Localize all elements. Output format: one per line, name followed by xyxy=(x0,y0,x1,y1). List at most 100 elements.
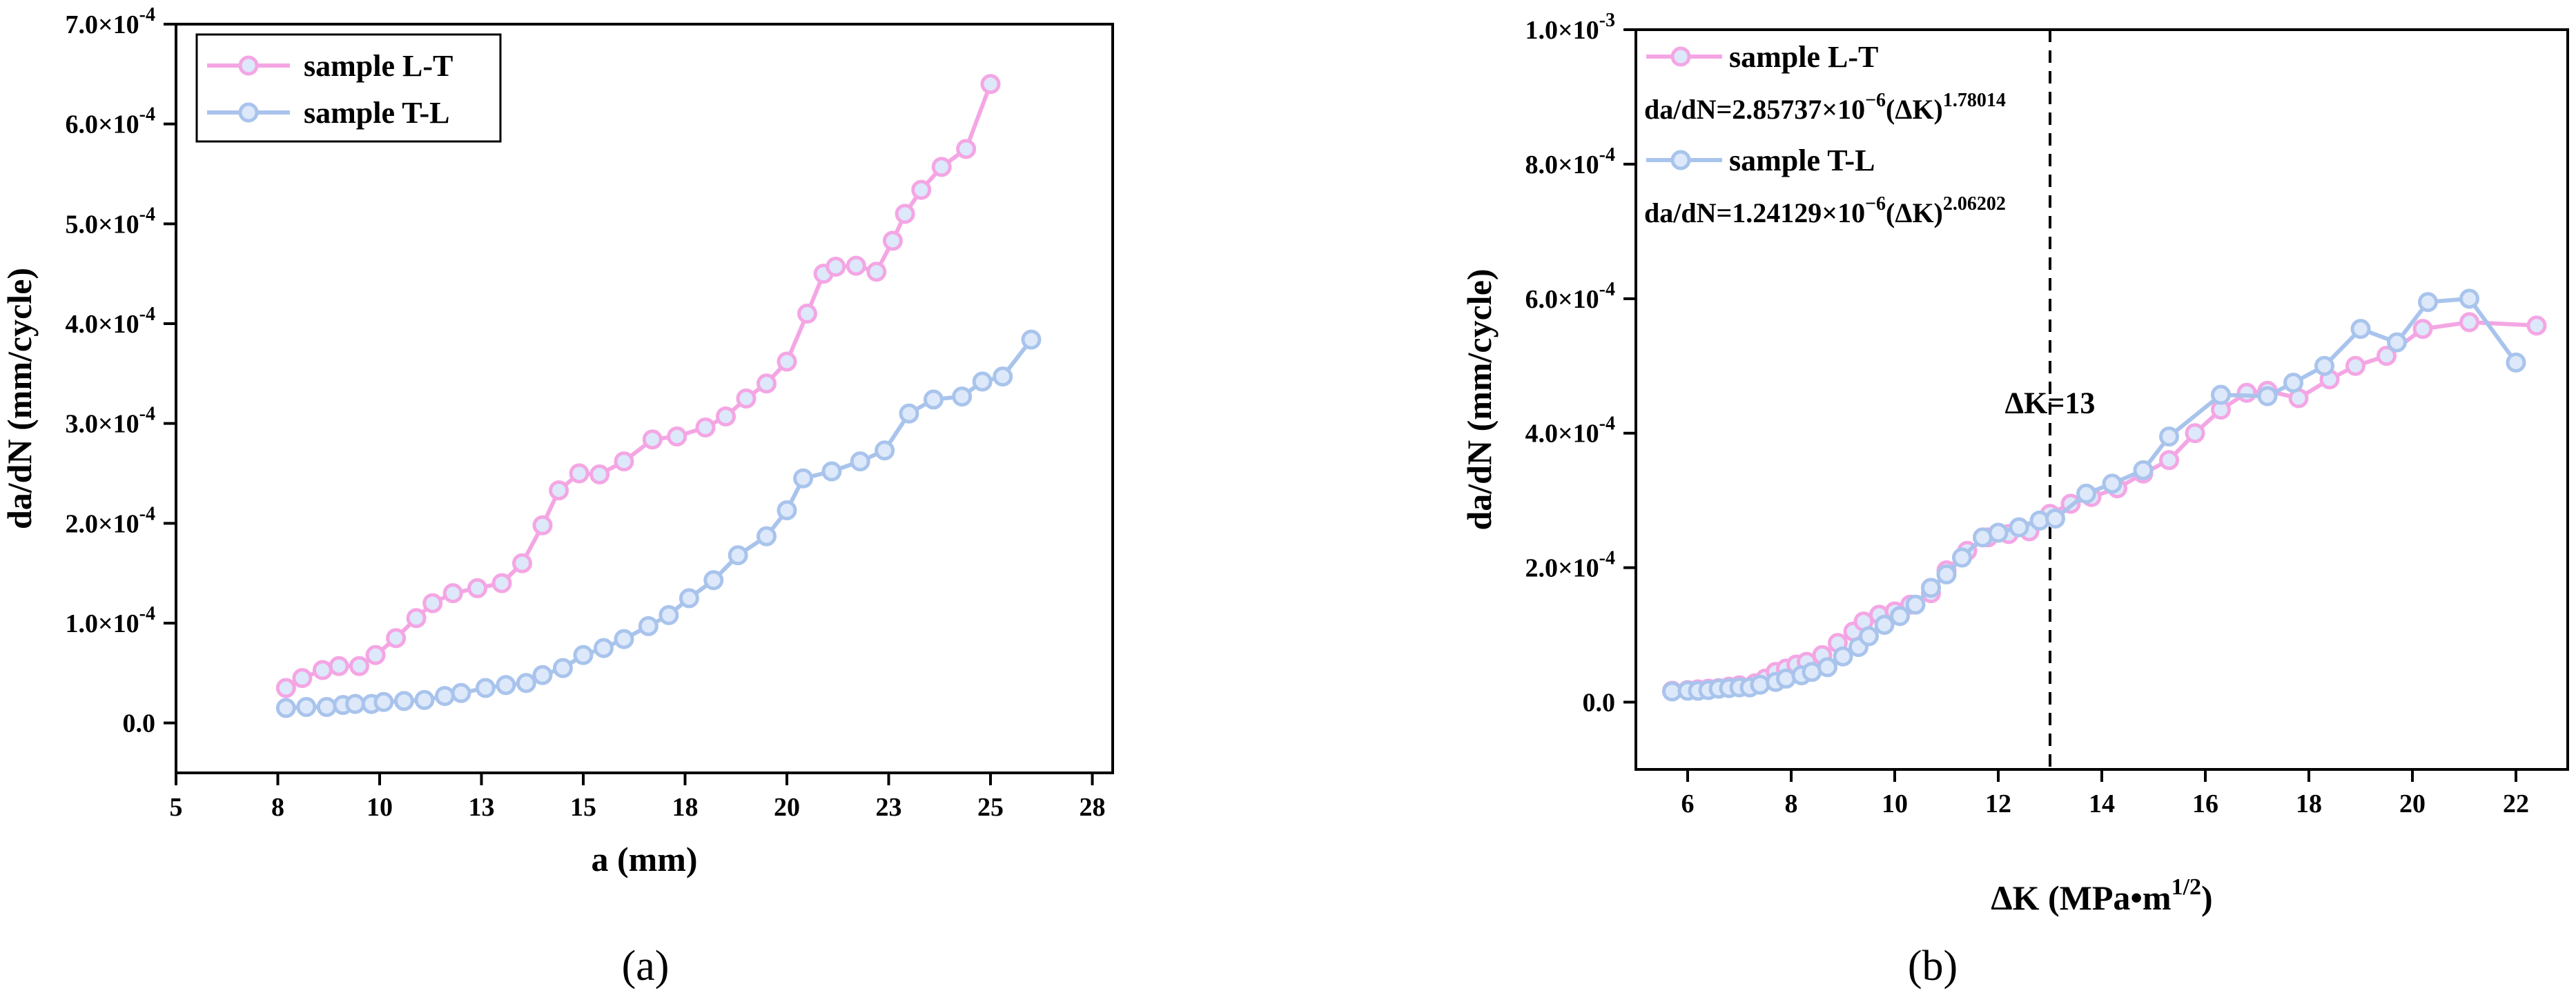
data-point xyxy=(728,545,748,566)
data-point xyxy=(2045,508,2065,529)
data-point xyxy=(496,675,516,696)
data-point xyxy=(1890,606,1910,627)
data-point xyxy=(2185,423,2205,444)
data-point xyxy=(292,668,313,689)
y-tick-label: 0.0 xyxy=(1583,689,1616,718)
data-point xyxy=(573,645,594,665)
data-point xyxy=(451,682,471,703)
data-point xyxy=(1952,547,1972,568)
y-tick-label: 8.0×10-4 xyxy=(1525,144,1615,179)
x-tick-label: 13 xyxy=(469,793,495,822)
y-tick-label: 1.0×10-4 xyxy=(66,603,155,638)
data-point xyxy=(1776,668,1796,689)
series-sample-t-l xyxy=(1662,288,2526,702)
data-point xyxy=(2526,315,2547,336)
panel-label: (a) xyxy=(622,943,670,990)
data-point xyxy=(614,629,634,649)
x-tick-label: 23 xyxy=(876,793,902,822)
data-point xyxy=(589,464,610,484)
data-point xyxy=(797,304,817,324)
data-point xyxy=(1936,564,1957,584)
data-point xyxy=(614,451,634,472)
data-point xyxy=(757,526,777,547)
data-point xyxy=(1817,657,1837,678)
data-point xyxy=(442,583,463,604)
x-tick-label: 16 xyxy=(2192,789,2218,818)
x-tick-label: 5 xyxy=(170,793,183,822)
data-point xyxy=(2387,332,2407,353)
data-point xyxy=(642,429,663,450)
y-axis-title: da/dN (mm/cycle) xyxy=(0,268,39,529)
x-tick-label: 8 xyxy=(271,793,284,822)
data-point xyxy=(275,678,296,698)
data-point xyxy=(532,515,553,535)
x-tick-label: 25 xyxy=(977,793,1004,822)
data-point xyxy=(316,697,337,718)
data-point xyxy=(569,463,589,484)
data-point xyxy=(793,468,814,489)
data-point xyxy=(1833,646,1853,667)
data-point xyxy=(821,461,842,482)
data-point xyxy=(895,204,915,224)
data-point xyxy=(695,417,716,437)
data-point xyxy=(2459,312,2479,333)
plot-frame xyxy=(175,23,1114,774)
data-point xyxy=(296,697,317,718)
data-point xyxy=(956,139,977,159)
data-point xyxy=(329,656,349,676)
y-axis-title: da/dN (mm/cycle) xyxy=(1460,268,1499,530)
data-point xyxy=(736,389,757,409)
data-point xyxy=(703,570,724,591)
data-point xyxy=(434,686,455,707)
data-point xyxy=(532,665,553,685)
y-tick-label: 2.0×10-4 xyxy=(66,503,155,538)
data-point xyxy=(393,691,414,711)
y-tick-label: 3.0×10-4 xyxy=(66,404,155,439)
data-point xyxy=(846,255,866,276)
data-point xyxy=(875,440,895,461)
y-tick-label: 5.0×10-4 xyxy=(66,204,155,239)
data-point xyxy=(777,500,797,521)
data-point xyxy=(512,553,532,573)
x-tick-label: 20 xyxy=(774,793,800,822)
data-point xyxy=(2076,483,2096,504)
x-tick-label: 10 xyxy=(367,793,393,822)
data-point xyxy=(275,698,296,718)
legend-label: sample T-L xyxy=(304,96,450,130)
y-tick-label: 0.0 xyxy=(123,709,156,738)
x-axis-title: a (mm) xyxy=(591,840,697,878)
data-point xyxy=(1021,329,1042,350)
data-point xyxy=(2159,426,2179,447)
x-tick-label: 14 xyxy=(2089,789,2115,818)
chart-panel-b: 6 8 10 12 14 16 18 20 22 0.0 2.0×10-4 4.0×10-4 6.0×1… xyxy=(1460,10,2569,990)
data-point xyxy=(2314,355,2334,376)
data-point xyxy=(2506,352,2526,373)
data-point xyxy=(2412,319,2433,340)
panel-label: (b) xyxy=(1908,943,1958,990)
data-point xyxy=(866,262,887,282)
data-point xyxy=(549,480,569,501)
legend: sample L-T da/dN=2.85737×10−6(ΔK)1.78014 s… xyxy=(1644,40,2006,228)
data-point xyxy=(658,604,679,625)
data-point xyxy=(2211,384,2231,405)
data-point xyxy=(594,638,614,658)
x-tick-label: 20 xyxy=(2399,789,2426,818)
x-tick-label: 18 xyxy=(2296,789,2322,818)
data-point xyxy=(345,694,366,714)
data-point xyxy=(679,588,699,609)
y-tick-label: 6.0×10-4 xyxy=(1525,279,1615,314)
data-point xyxy=(972,371,993,392)
data-point xyxy=(923,389,944,410)
data-point xyxy=(2102,473,2123,494)
data-point xyxy=(757,373,777,394)
x-axis-title: ΔK (MPa•m1/2) xyxy=(1991,874,2212,917)
data-point xyxy=(1921,578,1941,598)
data-point xyxy=(467,578,488,598)
fit-equation: da/dN=1.24129×10−6(ΔK)2.06202 xyxy=(1644,193,2006,228)
chart-panel-a: 5 8 10 13 15 18 20 23 25 28 0.0 1.0×10-4 2.0×10-4 3.0… xyxy=(0,4,1114,990)
series-line xyxy=(286,338,1033,710)
data-point xyxy=(931,157,952,177)
x-tick-label: 6 xyxy=(1681,789,1695,818)
y-tick-label: 7.0×10-4 xyxy=(66,4,155,39)
